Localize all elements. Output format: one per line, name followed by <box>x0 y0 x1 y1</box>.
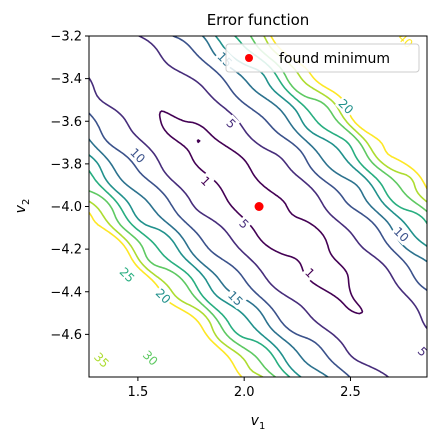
y-tick-label: −4.0 <box>50 200 82 215</box>
contour-line-10 <box>89 36 427 377</box>
data-points <box>254 202 264 211</box>
chart-title: Error function <box>207 11 310 29</box>
contour-label-background <box>334 94 358 118</box>
contour-label-background <box>115 263 139 287</box>
x-tick-label: 2.5 <box>340 385 361 400</box>
legend: found minimum <box>225 43 420 73</box>
contour-label-1: 1 <box>197 172 215 190</box>
contour-label-background <box>390 222 413 246</box>
contour-line-15 <box>89 36 427 377</box>
legend-label-found-minimum: found minimum <box>279 51 390 67</box>
x-tick-label: 2.0 <box>234 385 255 400</box>
y-tick-label: −3.6 <box>50 115 82 130</box>
contour-label-10: 10 <box>126 143 150 167</box>
contour-label-background <box>152 284 175 308</box>
contour-label-1: 1 <box>301 263 319 282</box>
contour-line-1 <box>158 110 364 315</box>
contour-line-20 <box>89 36 427 377</box>
contour-line-30 <box>89 36 427 377</box>
legend-box <box>225 43 420 73</box>
contour-label-text: 1 <box>302 265 317 280</box>
contour-label-text: 10 <box>127 145 148 166</box>
y-axis-label-subscript: 2 <box>21 199 32 205</box>
contour-label-background <box>139 346 162 370</box>
y-tick-label: −3.2 <box>50 30 82 45</box>
contour-label-background <box>301 263 319 282</box>
legend-marker-found-minimum <box>245 54 253 62</box>
contour-label-5: 5 <box>235 214 254 233</box>
contour-label-30: 30 <box>139 346 162 370</box>
contour-label-background <box>90 348 114 372</box>
contour-label-background <box>197 172 215 190</box>
contour-label-text: 35 <box>91 350 112 371</box>
contour-label-text: 5 <box>415 344 430 359</box>
contour-label-5: 5 <box>413 342 430 361</box>
contour-label-text: 1 <box>198 174 213 189</box>
contour-label-background <box>222 114 241 133</box>
contour-label-background <box>224 286 248 310</box>
contour-label-text: 30 <box>140 348 161 369</box>
contour-lines <box>89 36 427 377</box>
x-axis: 1.5 2.0 2.5 <box>128 377 361 400</box>
contour-label-background <box>126 143 150 167</box>
x-tick-label: 1.5 <box>128 385 149 400</box>
contour-label-background <box>413 342 427 361</box>
contour-label-5: 5 <box>222 114 241 133</box>
contour-label-text: 25 <box>117 265 138 286</box>
y-axis: −3.2 −3.4 −3.6 −3.8 −4.0 −4.2 −4.4 −4.6 <box>50 30 89 343</box>
y-tick-label: −4.6 <box>50 328 82 343</box>
found-minimum-point <box>254 202 264 211</box>
x-axis-label-main: v <box>251 413 260 429</box>
y-axis-label-main: v <box>13 204 29 213</box>
contour-line-35 <box>89 36 427 377</box>
contour-label-text: 5 <box>223 116 238 131</box>
contour-label-background <box>235 214 254 233</box>
y-tick-label: −3.4 <box>50 72 82 87</box>
y-tick-label: −4.4 <box>50 285 82 300</box>
contour-label-10: 10 <box>390 222 413 246</box>
x-axis-label-subscript: 1 <box>259 421 265 432</box>
y-axis-label: v2 <box>13 199 32 214</box>
contour-label-text: 20 <box>335 96 356 117</box>
contour-label-20: 20 <box>334 94 358 118</box>
y-tick-label: −3.8 <box>50 157 82 172</box>
contour-label-25: 25 <box>115 263 139 287</box>
contour-label-text: 15 <box>225 288 246 309</box>
contour-label-35: 35 <box>90 348 114 372</box>
contour-line-25 <box>89 36 427 377</box>
y-tick-label: −4.2 <box>50 243 82 258</box>
x-axis-label: v1 <box>251 413 266 432</box>
contour-label-text: 5 <box>236 216 251 231</box>
